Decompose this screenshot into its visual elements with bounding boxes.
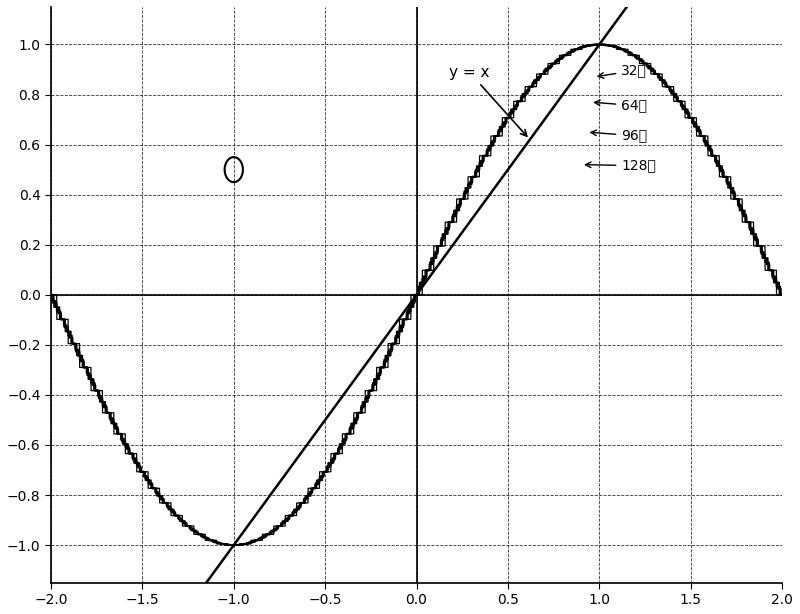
Text: 96点: 96点: [591, 128, 647, 142]
Text: 32点: 32点: [598, 63, 647, 78]
Text: y = x: y = x: [450, 65, 526, 136]
Text: 64点: 64点: [594, 99, 647, 112]
Text: 128点: 128点: [586, 158, 656, 173]
